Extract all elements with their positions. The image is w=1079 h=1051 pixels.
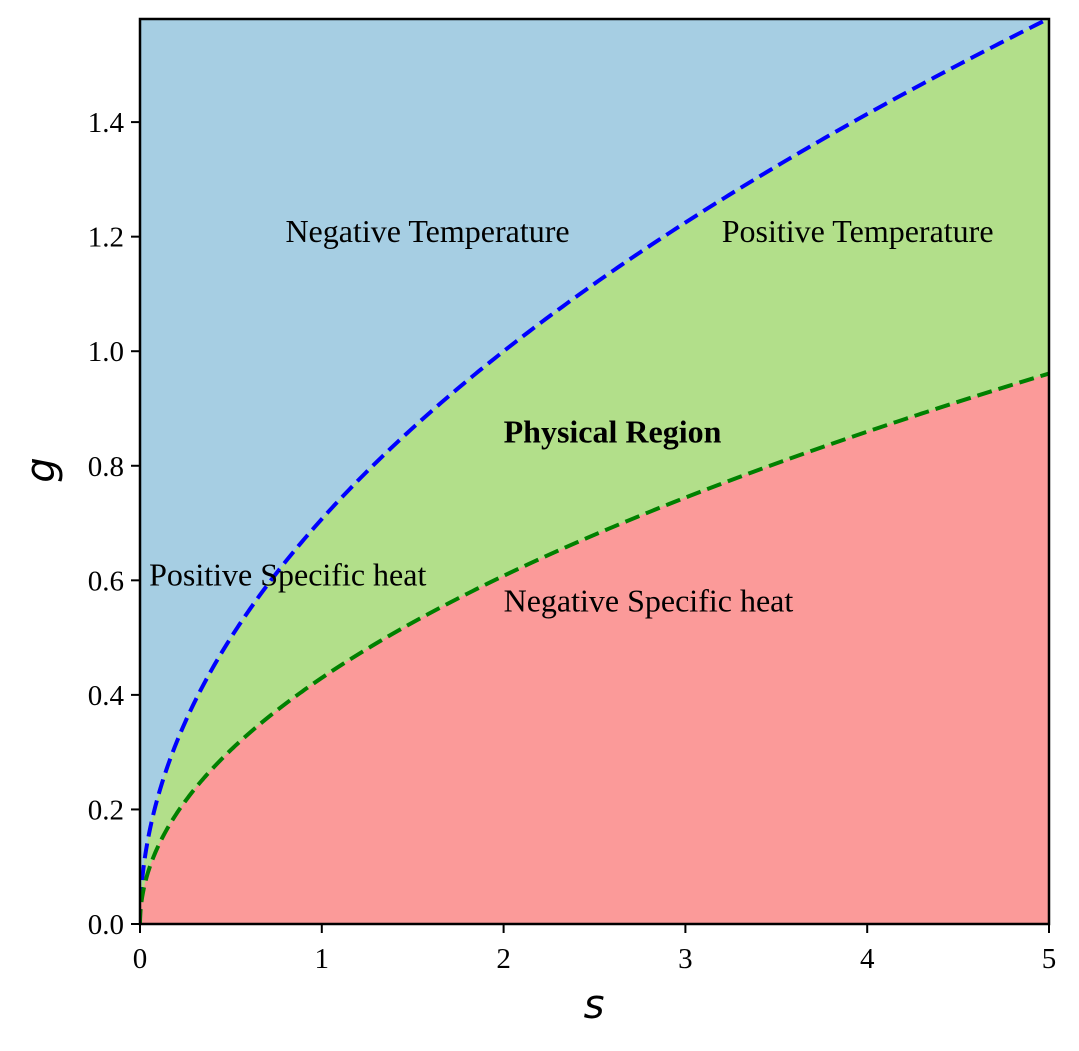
- x-tick-label: 4: [860, 943, 875, 975]
- y-axis-label: g: [18, 457, 64, 482]
- lower-boundary-line: [140, 371, 1049, 924]
- y-tick-label: 1.2: [88, 222, 124, 254]
- plot-area: [140, 19, 1049, 924]
- y-tick-label: 0.8: [88, 451, 124, 483]
- y-tick-label: 0.2: [88, 794, 124, 826]
- y-tick-label: 0.0: [88, 909, 124, 941]
- annotation-label: Physical Region: [504, 413, 722, 449]
- annotation-label: Positive Temperature: [722, 213, 994, 249]
- y-axis-ticks: 0.0 0.2 0.4 0.6 0.8 1.0 1.2 1.4: [88, 107, 140, 941]
- x-axis-label: s: [584, 982, 605, 1028]
- x-axis-ticks: 0 1 2 3 4 5: [133, 924, 1057, 975]
- y-tick-label: 0.6: [88, 565, 124, 597]
- x-tick-label: 0: [133, 943, 148, 975]
- y-tick-label: 1.0: [88, 336, 124, 368]
- x-tick-label: 1: [315, 943, 330, 975]
- y-tick-label: 0.4: [88, 680, 125, 712]
- x-tick-label: 5: [1042, 943, 1057, 975]
- annotation-label: Negative Specific heat: [504, 582, 794, 618]
- x-tick-label: 2: [496, 943, 511, 975]
- axes-frame: [138, 17, 1051, 926]
- annotation-label: Positive Specific heat: [149, 557, 426, 593]
- x-tick-label: 3: [678, 943, 693, 975]
- y-tick-label: 1.4: [88, 107, 125, 139]
- annotations: Negative Temperature Positive Temperature…: [149, 213, 993, 618]
- negative-specific-heat-region: [140, 373, 1049, 924]
- annotation-label: Negative Temperature: [285, 213, 569, 249]
- upper-boundary-line: [140, 19, 1049, 924]
